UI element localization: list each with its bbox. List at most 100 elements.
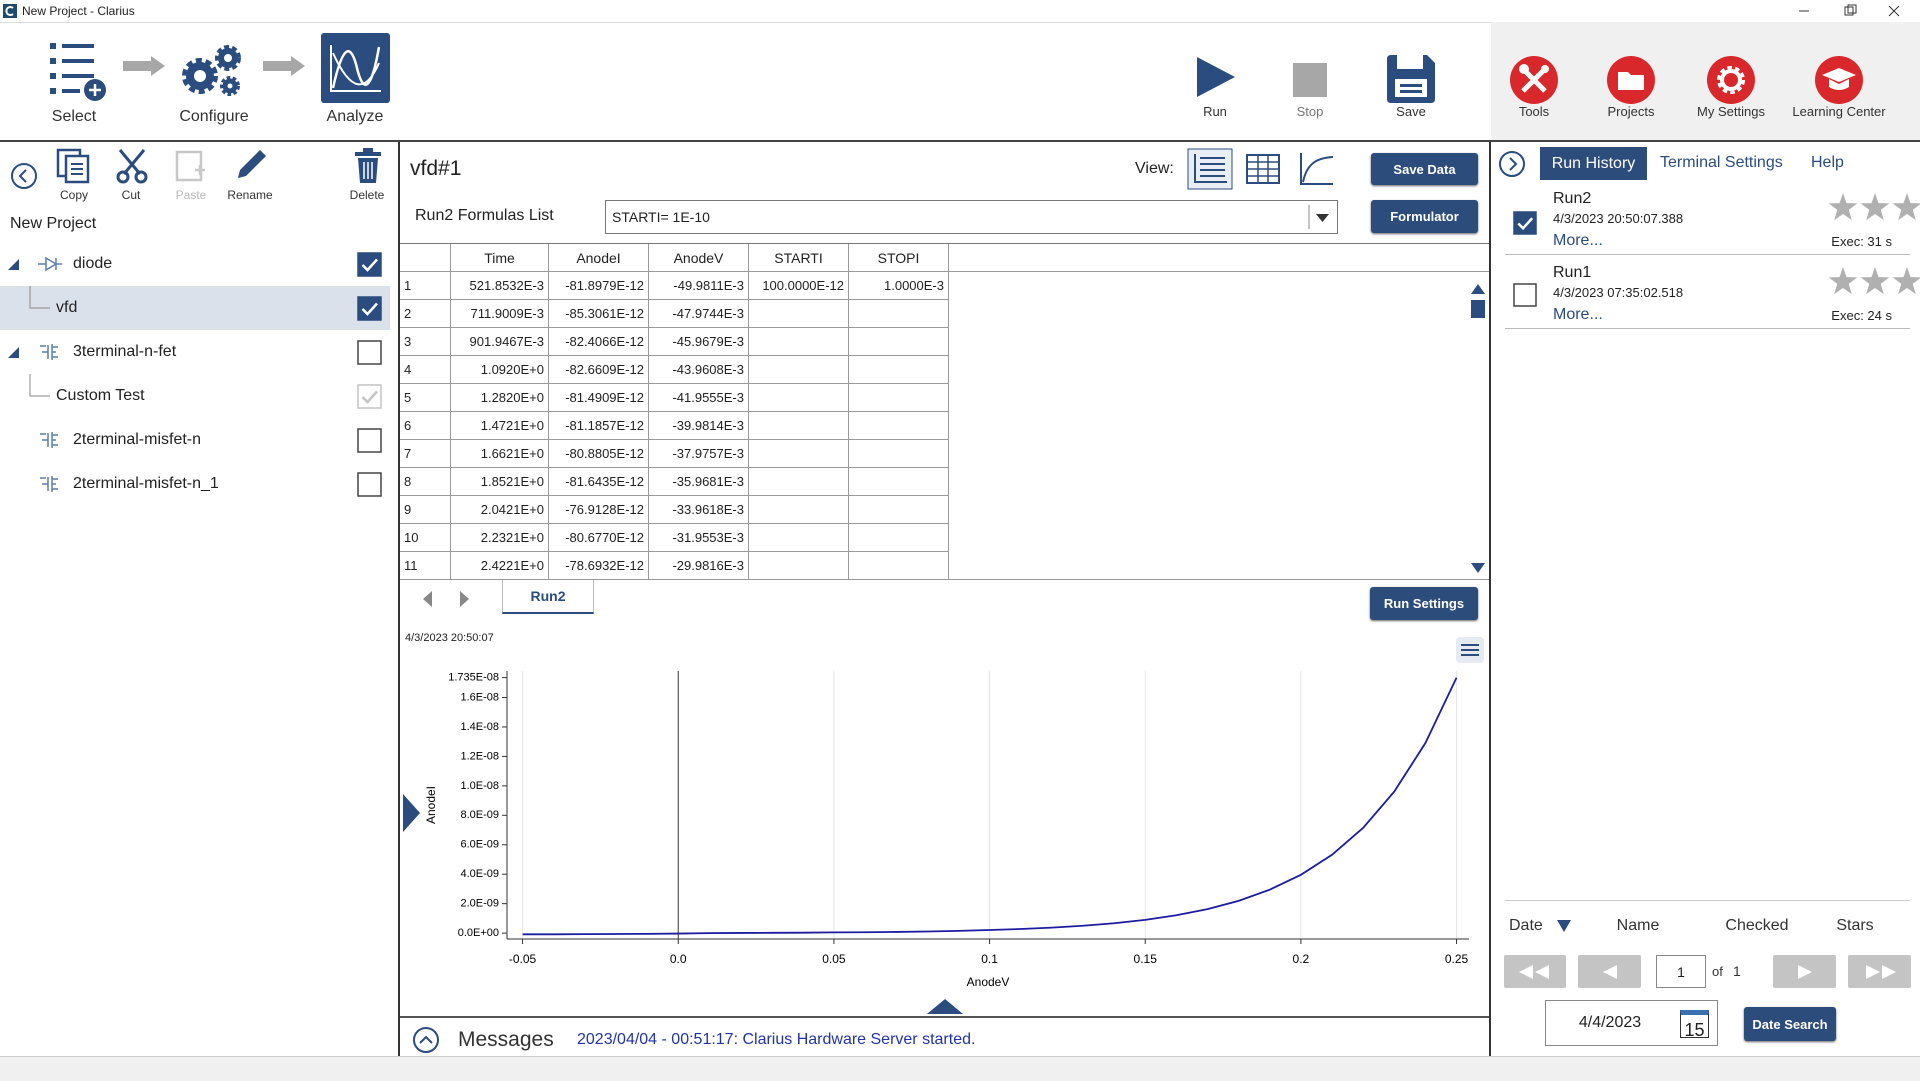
checkbox[interactable] [1513, 283, 1537, 307]
rename-icon[interactable] [232, 148, 268, 184]
tab-arrows[interactable] [416, 588, 476, 610]
formula-text[interactable]: STARTI= 1E-10 [612, 209, 710, 225]
sort-indicator[interactable] [1556, 919, 1572, 933]
view-icons[interactable] [1187, 148, 1337, 190]
run-more[interactable]: More... [1553, 306, 1603, 323]
panel-button-label[interactable]: Copy [59, 188, 88, 202]
run-name[interactable]: Run2 [1553, 190, 1592, 207]
learning-icon[interactable] [1814, 55, 1864, 105]
star[interactable] [1860, 193, 1890, 221]
tree-row[interactable]: 2terminal-misfet-n [0, 418, 390, 462]
prev-page-button[interactable] [1578, 955, 1641, 988]
delete-icon[interactable] [353, 148, 383, 184]
star[interactable] [1828, 193, 1858, 221]
column-header[interactable]: STARTI [749, 244, 849, 272]
step-label[interactable]: Analyze [326, 108, 384, 125]
window-controls[interactable] [1790, 0, 1920, 22]
last-page-button[interactable] [1848, 955, 1911, 988]
panel-button-label[interactable]: Delete [349, 188, 385, 202]
tree-label[interactable]: 3terminal-n-fet [73, 343, 177, 360]
collapse-button[interactable] [10, 162, 38, 190]
action-label[interactable]: Run [1203, 104, 1227, 119]
run-name[interactable]: Run1 [1553, 264, 1592, 281]
checkbox[interactable] [357, 252, 382, 277]
date-search-button[interactable]: Date Search [1744, 1007, 1836, 1041]
panel-button-label[interactable]: Cut [121, 188, 141, 202]
projects-icon[interactable] [1606, 55, 1656, 105]
run-entry[interactable]: Run2 4/3/2023 20:50:07.388 More... Exec: 31… [1505, 182, 1920, 255]
table-scrollbar[interactable] [1467, 280, 1489, 580]
chart-menu[interactable] [1455, 636, 1485, 664]
bottom-handle[interactable] [926, 998, 964, 1015]
checkbox[interactable] [357, 384, 382, 409]
tree-row[interactable]: Custom Test [0, 374, 390, 418]
formula-dropdown[interactable] [605, 200, 1338, 234]
star[interactable] [1860, 267, 1890, 295]
tree-label[interactable]: Custom Test [56, 387, 145, 404]
run-settings-button[interactable]: Run Settings [1370, 587, 1478, 620]
save-data-button[interactable]: Save Data [1371, 153, 1478, 185]
column-header[interactable]: Time [451, 244, 549, 272]
tree-label[interactable]: vfd [56, 299, 78, 316]
column-header[interactable]: STOPI [849, 244, 949, 272]
run-stars[interactable] [1827, 192, 1920, 224]
run-tab[interactable]: Run2 [502, 580, 594, 614]
tree-row[interactable]: 3terminal-n-fet [0, 330, 390, 374]
expander[interactable] [8, 347, 19, 358]
tree-label[interactable]: diode [73, 255, 113, 272]
history-tab[interactable]: Run History [1540, 147, 1647, 180]
copy-icon[interactable] [56, 148, 92, 184]
tool-label[interactable]: Projects [1607, 104, 1655, 119]
tree-row[interactable]: 2terminal-misfet-n_1 [0, 462, 390, 506]
run-entry[interactable]: Run1 4/3/2023 07:35:02.518 More... Exec: 24… [1505, 256, 1920, 329]
action-label[interactable]: Stop [1296, 104, 1324, 119]
run-stars[interactable] [1827, 266, 1920, 298]
cut-icon[interactable] [114, 148, 150, 184]
date-value[interactable]: 4/4/2023 [1578, 1014, 1642, 1031]
tool-label[interactable]: Learning Center [1792, 104, 1886, 119]
settings-icon[interactable] [1706, 55, 1756, 105]
tool-label[interactable]: My Settings [1697, 104, 1765, 119]
select-icon[interactable] [40, 38, 120, 104]
tree-label[interactable]: 2terminal-misfet-n [73, 431, 202, 448]
sort-header[interactable]: Checked [1725, 917, 1789, 934]
formulator-button[interactable]: Formulator [1371, 200, 1478, 233]
side-handle[interactable] [402, 793, 422, 833]
page-input[interactable]: 1 [1656, 955, 1706, 988]
calendar-button[interactable]: 15 [1680, 1010, 1709, 1040]
tree-row[interactable]: diode [0, 242, 390, 286]
checkbox[interactable] [357, 428, 382, 453]
date-field[interactable] [1545, 1000, 1718, 1046]
sort-header[interactable]: Date [1509, 917, 1543, 934]
run-more[interactable]: More... [1553, 232, 1603, 249]
action-label[interactable]: Save [1396, 104, 1426, 119]
column-header[interactable]: AnodeV [649, 244, 749, 272]
tools-icon[interactable] [1509, 55, 1559, 105]
sort-header[interactable]: Stars [1836, 917, 1874, 934]
dropdown-arrow[interactable] [1308, 202, 1336, 232]
checkbox[interactable] [357, 296, 382, 321]
stop-icon[interactable] [1293, 63, 1327, 97]
checkbox[interactable] [357, 472, 382, 497]
save-icon[interactable] [1385, 53, 1437, 103]
next-page-button[interactable] [1773, 955, 1836, 988]
expand-button[interactable] [1498, 150, 1526, 178]
first-page-button[interactable] [1504, 955, 1566, 988]
paste-icon[interactable] [173, 148, 209, 184]
history-tab[interactable]: Terminal Settings [1660, 154, 1783, 171]
checkbox[interactable] [1513, 211, 1537, 235]
tree-label[interactable]: 2terminal-misfet-n_1 [73, 475, 219, 492]
checkbox[interactable] [357, 340, 382, 365]
step-label[interactable]: Select [51, 108, 97, 125]
star[interactable] [1892, 193, 1920, 221]
star[interactable] [1892, 267, 1920, 295]
run-icon[interactable] [1195, 55, 1237, 99]
analyze-icon[interactable] [321, 33, 390, 103]
sort-header[interactable]: Name [1616, 917, 1660, 934]
column-header[interactable]: AnodeI [549, 244, 649, 272]
tool-label[interactable]: Tools [1518, 104, 1550, 119]
step-label[interactable]: Configure [179, 108, 249, 125]
messages-toggle[interactable] [412, 1026, 440, 1054]
star[interactable] [1828, 267, 1858, 295]
expander[interactable] [8, 259, 19, 270]
